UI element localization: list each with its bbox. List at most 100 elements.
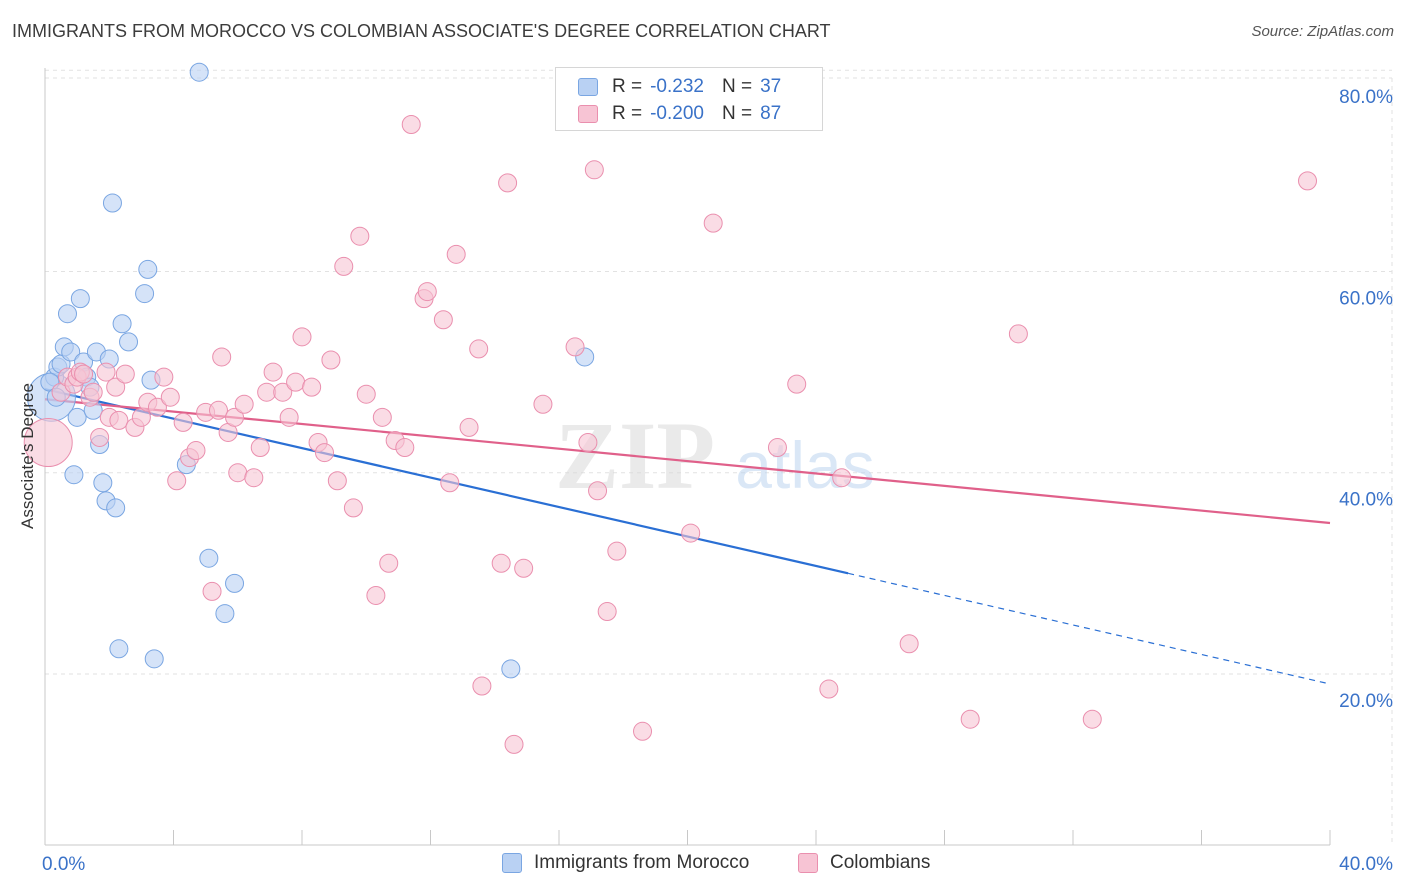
point-morocco	[109, 639, 129, 659]
point-colombians	[633, 721, 653, 741]
y-tick-label: 80.0%	[1339, 87, 1393, 108]
point-morocco	[119, 332, 139, 352]
point-colombians	[767, 438, 787, 458]
legend-item-colombians[interactable]: Colombians	[798, 852, 930, 874]
point-colombians	[433, 310, 453, 330]
point-colombians	[1008, 324, 1028, 344]
legend-swatch-pink	[578, 105, 598, 123]
point-colombians	[154, 367, 174, 387]
point-morocco	[106, 498, 126, 518]
point-colombians	[472, 676, 492, 696]
point-morocco	[70, 289, 90, 309]
point-morocco	[215, 604, 235, 624]
point-colombians	[115, 364, 135, 384]
x-tick-label-max: 40.0%	[1339, 854, 1393, 875]
point-colombians	[607, 541, 627, 561]
point-colombians	[597, 602, 617, 622]
point-colombians	[321, 350, 341, 370]
legend-item-label: Colombians	[830, 852, 931, 873]
trend-line-morocco-extension	[847, 572, 1331, 685]
point-morocco	[138, 259, 158, 279]
legend-swatch-blue	[578, 78, 598, 96]
point-colombians	[327, 471, 347, 491]
point-morocco	[67, 407, 87, 427]
point-morocco	[501, 659, 521, 679]
legend-n-label: N =	[721, 76, 753, 97]
point-colombians	[350, 226, 370, 246]
legend-n-value: 87	[760, 103, 782, 124]
point-colombians	[514, 558, 534, 578]
point-colombians	[250, 438, 270, 458]
point-colombians	[584, 160, 604, 180]
x-tick-label-min: 0.0%	[42, 854, 85, 875]
point-colombians	[74, 364, 94, 384]
point-colombians	[257, 382, 277, 402]
point-morocco	[61, 342, 81, 362]
point-colombians	[225, 407, 245, 427]
y-tick-label: 40.0%	[1339, 490, 1393, 511]
point-colombians	[379, 553, 399, 573]
point-colombians	[292, 327, 312, 347]
point-colombians	[234, 394, 254, 414]
point-colombians	[960, 709, 980, 729]
legend-n-value: 37	[760, 76, 782, 97]
y-tick-label: 60.0%	[1339, 288, 1393, 309]
point-colombians	[459, 417, 479, 437]
point-colombians	[208, 400, 228, 420]
point-colombians	[832, 468, 852, 488]
stats-legend: R = -0.232 N = 37 R = -0.200 N = 87	[555, 67, 823, 131]
legend-swatch-pink	[798, 853, 818, 873]
legend-row-colombians: R = -0.200 N = 87	[578, 102, 781, 126]
point-colombians	[787, 374, 807, 394]
point-colombians	[469, 339, 489, 359]
point-colombians	[160, 387, 180, 407]
point-morocco	[225, 573, 245, 593]
legend-item-morocco[interactable]: Immigrants from Morocco	[502, 852, 749, 874]
point-colombians	[1298, 171, 1318, 191]
point-colombians	[681, 523, 701, 543]
point-morocco	[135, 284, 155, 304]
point-colombians	[401, 115, 421, 135]
point-colombians	[446, 244, 466, 264]
point-colombians	[343, 498, 363, 518]
point-morocco	[112, 314, 132, 334]
point-colombians	[588, 481, 608, 501]
point-colombians	[491, 553, 511, 573]
watermark-atlas: atlas	[735, 428, 874, 502]
point-colombians	[186, 441, 206, 461]
point-colombians	[395, 438, 415, 458]
point-morocco	[144, 649, 164, 669]
point-colombians	[83, 382, 103, 402]
legend-n-label: N =	[721, 103, 753, 124]
series-legend: Immigrants from Morocco Colombians	[0, 852, 1406, 878]
point-colombians	[440, 473, 460, 493]
point-colombians	[899, 634, 919, 654]
point-colombians	[334, 256, 354, 276]
point-colombians	[372, 407, 392, 427]
point-colombians	[286, 372, 306, 392]
trend-line-colombians	[44, 398, 1331, 525]
point-morocco	[199, 548, 219, 568]
point-colombians	[366, 585, 386, 605]
point-colombians	[819, 679, 839, 699]
point-colombians	[173, 412, 193, 432]
legend-item-label: Immigrants from Morocco	[534, 852, 750, 873]
point-colombians	[263, 362, 283, 382]
y-axis-label: Associate's Degree	[18, 383, 37, 529]
point-colombians	[23, 418, 73, 467]
point-colombians	[273, 382, 293, 402]
point-colombians	[578, 433, 598, 452]
legend-swatch-blue	[502, 853, 522, 873]
tick-labels: 20.0% 40.0% 60.0% 80.0% 0.0% 40.0%	[42, 87, 1393, 875]
point-colombians	[533, 394, 553, 414]
point-colombians	[314, 443, 334, 463]
point-colombians	[212, 347, 232, 367]
point-morocco	[57, 304, 77, 324]
point-colombians	[147, 397, 167, 417]
point-colombians	[202, 581, 222, 601]
chart-title: IMMIGRANTS FROM MOROCCO VS COLOMBIAN ASS…	[12, 21, 831, 41]
point-colombians	[1082, 709, 1102, 729]
legend-r-label: R =	[612, 103, 643, 124]
source-label: Source: ZipAtlas.com	[1251, 23, 1394, 40]
